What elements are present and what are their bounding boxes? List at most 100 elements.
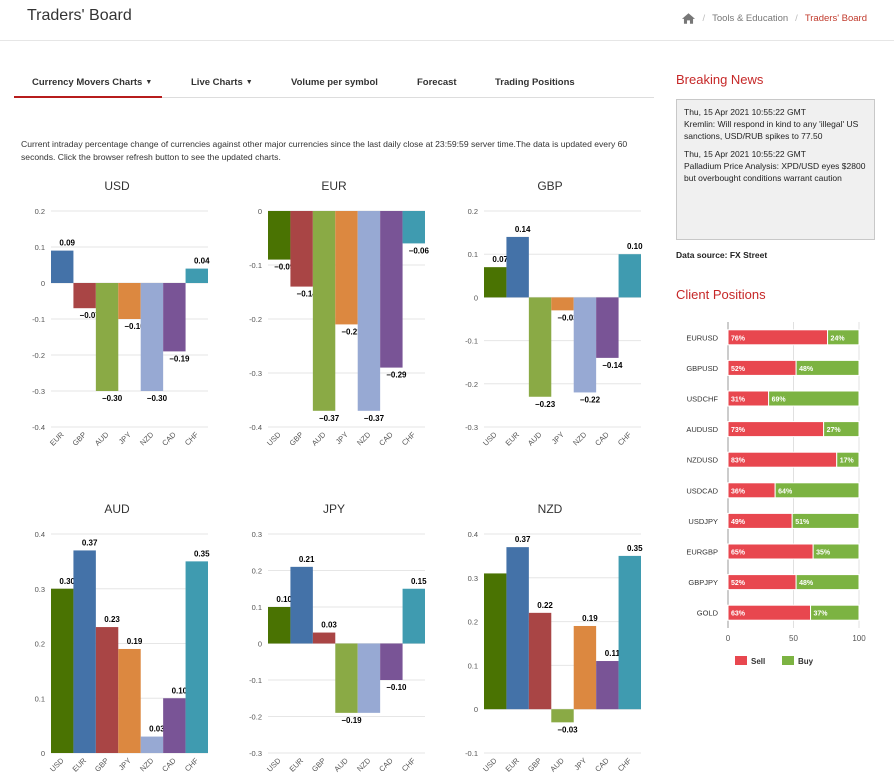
- buy-bar[interactable]: [836, 451, 860, 468]
- tab-forecast[interactable]: Forecast: [417, 77, 457, 88]
- bar[interactable]: [551, 297, 574, 311]
- data-label: 0.22: [537, 601, 553, 610]
- data-label: −0.30: [102, 394, 123, 403]
- legend-sell-label[interactable]: Sell: [751, 657, 765, 666]
- data-label: −0.19: [341, 716, 362, 725]
- bar[interactable]: [140, 283, 164, 391]
- bar[interactable]: [73, 283, 96, 309]
- bar[interactable]: [268, 607, 291, 644]
- x-tick-label: CHF: [616, 756, 634, 774]
- bar[interactable]: [51, 250, 74, 283]
- x-tick-label: CAD: [160, 430, 178, 448]
- bar[interactable]: [551, 709, 574, 723]
- y-tick-label: -0.4: [249, 423, 262, 432]
- symbol-label: NZDUSD: [687, 456, 719, 465]
- bar[interactable]: [596, 297, 619, 358]
- data-label: −0.07: [80, 311, 101, 320]
- bar[interactable]: [380, 643, 403, 681]
- bar[interactable]: [380, 211, 403, 368]
- buy-bar[interactable]: [791, 512, 860, 529]
- bar[interactable]: [528, 612, 552, 710]
- bar[interactable]: [618, 555, 641, 710]
- buy-bar[interactable]: [823, 421, 860, 438]
- data-label: 0.03: [321, 621, 337, 630]
- bar[interactable]: [73, 550, 96, 753]
- bar[interactable]: [163, 283, 186, 352]
- home-icon[interactable]: [682, 13, 696, 24]
- buy-bar[interactable]: [795, 359, 860, 376]
- x-tick-label: EUR: [287, 756, 305, 774]
- bar[interactable]: [290, 211, 313, 287]
- bar[interactable]: [335, 211, 358, 325]
- sell-percent-label: 73%: [731, 427, 746, 434]
- bar[interactable]: [185, 268, 208, 283]
- tab-live-charts[interactable]: Live Charts ▼: [191, 77, 253, 88]
- bar[interactable]: [140, 736, 164, 753]
- bar[interactable]: [51, 588, 74, 753]
- bar[interactable]: [95, 627, 119, 753]
- y-tick-label: 0.3: [252, 530, 262, 539]
- buy-percent-label: 24%: [831, 335, 846, 342]
- bar[interactable]: [118, 648, 141, 753]
- x-tick-label: CHF: [400, 430, 418, 448]
- buy-percent-label: 17%: [840, 458, 855, 465]
- bar[interactable]: [335, 643, 358, 713]
- bar[interactable]: [618, 254, 641, 298]
- buy-bar[interactable]: [827, 329, 860, 346]
- bar[interactable]: [528, 297, 552, 397]
- data-label: 0.07: [492, 255, 508, 264]
- bar[interactable]: [573, 297, 597, 393]
- bar[interactable]: [573, 625, 597, 710]
- legend-buy-swatch[interactable]: [782, 656, 794, 665]
- x-tick-label: 100: [852, 634, 866, 643]
- buy-bar[interactable]: [812, 543, 860, 560]
- bar[interactable]: [402, 588, 425, 644]
- buy-bar[interactable]: [795, 574, 860, 591]
- bar[interactable]: [357, 643, 381, 713]
- bar[interactable]: [163, 698, 186, 753]
- bar[interactable]: [506, 547, 529, 710]
- bar[interactable]: [268, 211, 291, 260]
- x-tick-label: NZD: [138, 430, 156, 448]
- bar[interactable]: [484, 573, 507, 710]
- buy-bar[interactable]: [810, 604, 860, 621]
- bar[interactable]: [185, 561, 208, 753]
- bar[interactable]: [95, 283, 119, 391]
- sell-percent-label: 49%: [731, 519, 746, 526]
- news-time: Thu, 15 Apr 2021 10:55:22 GMT: [684, 148, 806, 159]
- bar[interactable]: [484, 267, 507, 298]
- bar[interactable]: [357, 211, 381, 411]
- data-label: 0.19: [582, 614, 598, 623]
- buy-bar[interactable]: [768, 390, 860, 407]
- y-tick-label: 0.2: [468, 618, 478, 627]
- legend-buy-label[interactable]: Buy: [798, 657, 814, 666]
- data-label: 0.37: [82, 538, 98, 547]
- chart-svg: 0.30.20.10-0.1-0.2-0.30.10USD0.21EUR0.03…: [249, 530, 427, 774]
- x-tick-label: EUR: [70, 756, 88, 774]
- x-tick-label: JPY: [334, 430, 350, 446]
- buy-percent-label: 27%: [827, 427, 842, 434]
- bar[interactable]: [506, 236, 529, 298]
- symbol-label: USDJPY: [688, 517, 718, 526]
- bar[interactable]: [402, 211, 425, 244]
- breaking-news-title: Breaking News: [676, 72, 764, 87]
- x-tick-label: 0: [726, 634, 731, 643]
- tab-volume-per-symbol[interactable]: Volume per symbol: [291, 77, 378, 88]
- bar[interactable]: [290, 566, 313, 644]
- tab-trading-positions[interactable]: Trading Positions: [495, 77, 575, 88]
- x-tick-label: GBP: [287, 430, 305, 448]
- bar[interactable]: [118, 283, 141, 319]
- y-tick-label: -0.3: [32, 387, 45, 396]
- x-tick-label: AUD: [548, 756, 566, 774]
- breadcrumb-tools-link[interactable]: Tools & Education: [712, 13, 789, 24]
- y-tick-label: 0: [474, 705, 478, 714]
- bar[interactable]: [312, 632, 336, 644]
- bar[interactable]: [596, 661, 619, 710]
- tab-currency-movers[interactable]: Currency Movers Charts ▼: [32, 77, 152, 88]
- legend-sell-swatch[interactable]: [735, 656, 747, 665]
- buy-bar[interactable]: [774, 482, 860, 499]
- news-item[interactable]: Thu, 15 Apr 2021 10:55:22 GMT Palladium …: [684, 148, 867, 185]
- news-item[interactable]: Thu, 15 Apr 2021 10:55:22 GMT Kremlin: W…: [684, 106, 867, 143]
- bar[interactable]: [312, 211, 336, 411]
- y-tick-label: 0.1: [468, 250, 478, 259]
